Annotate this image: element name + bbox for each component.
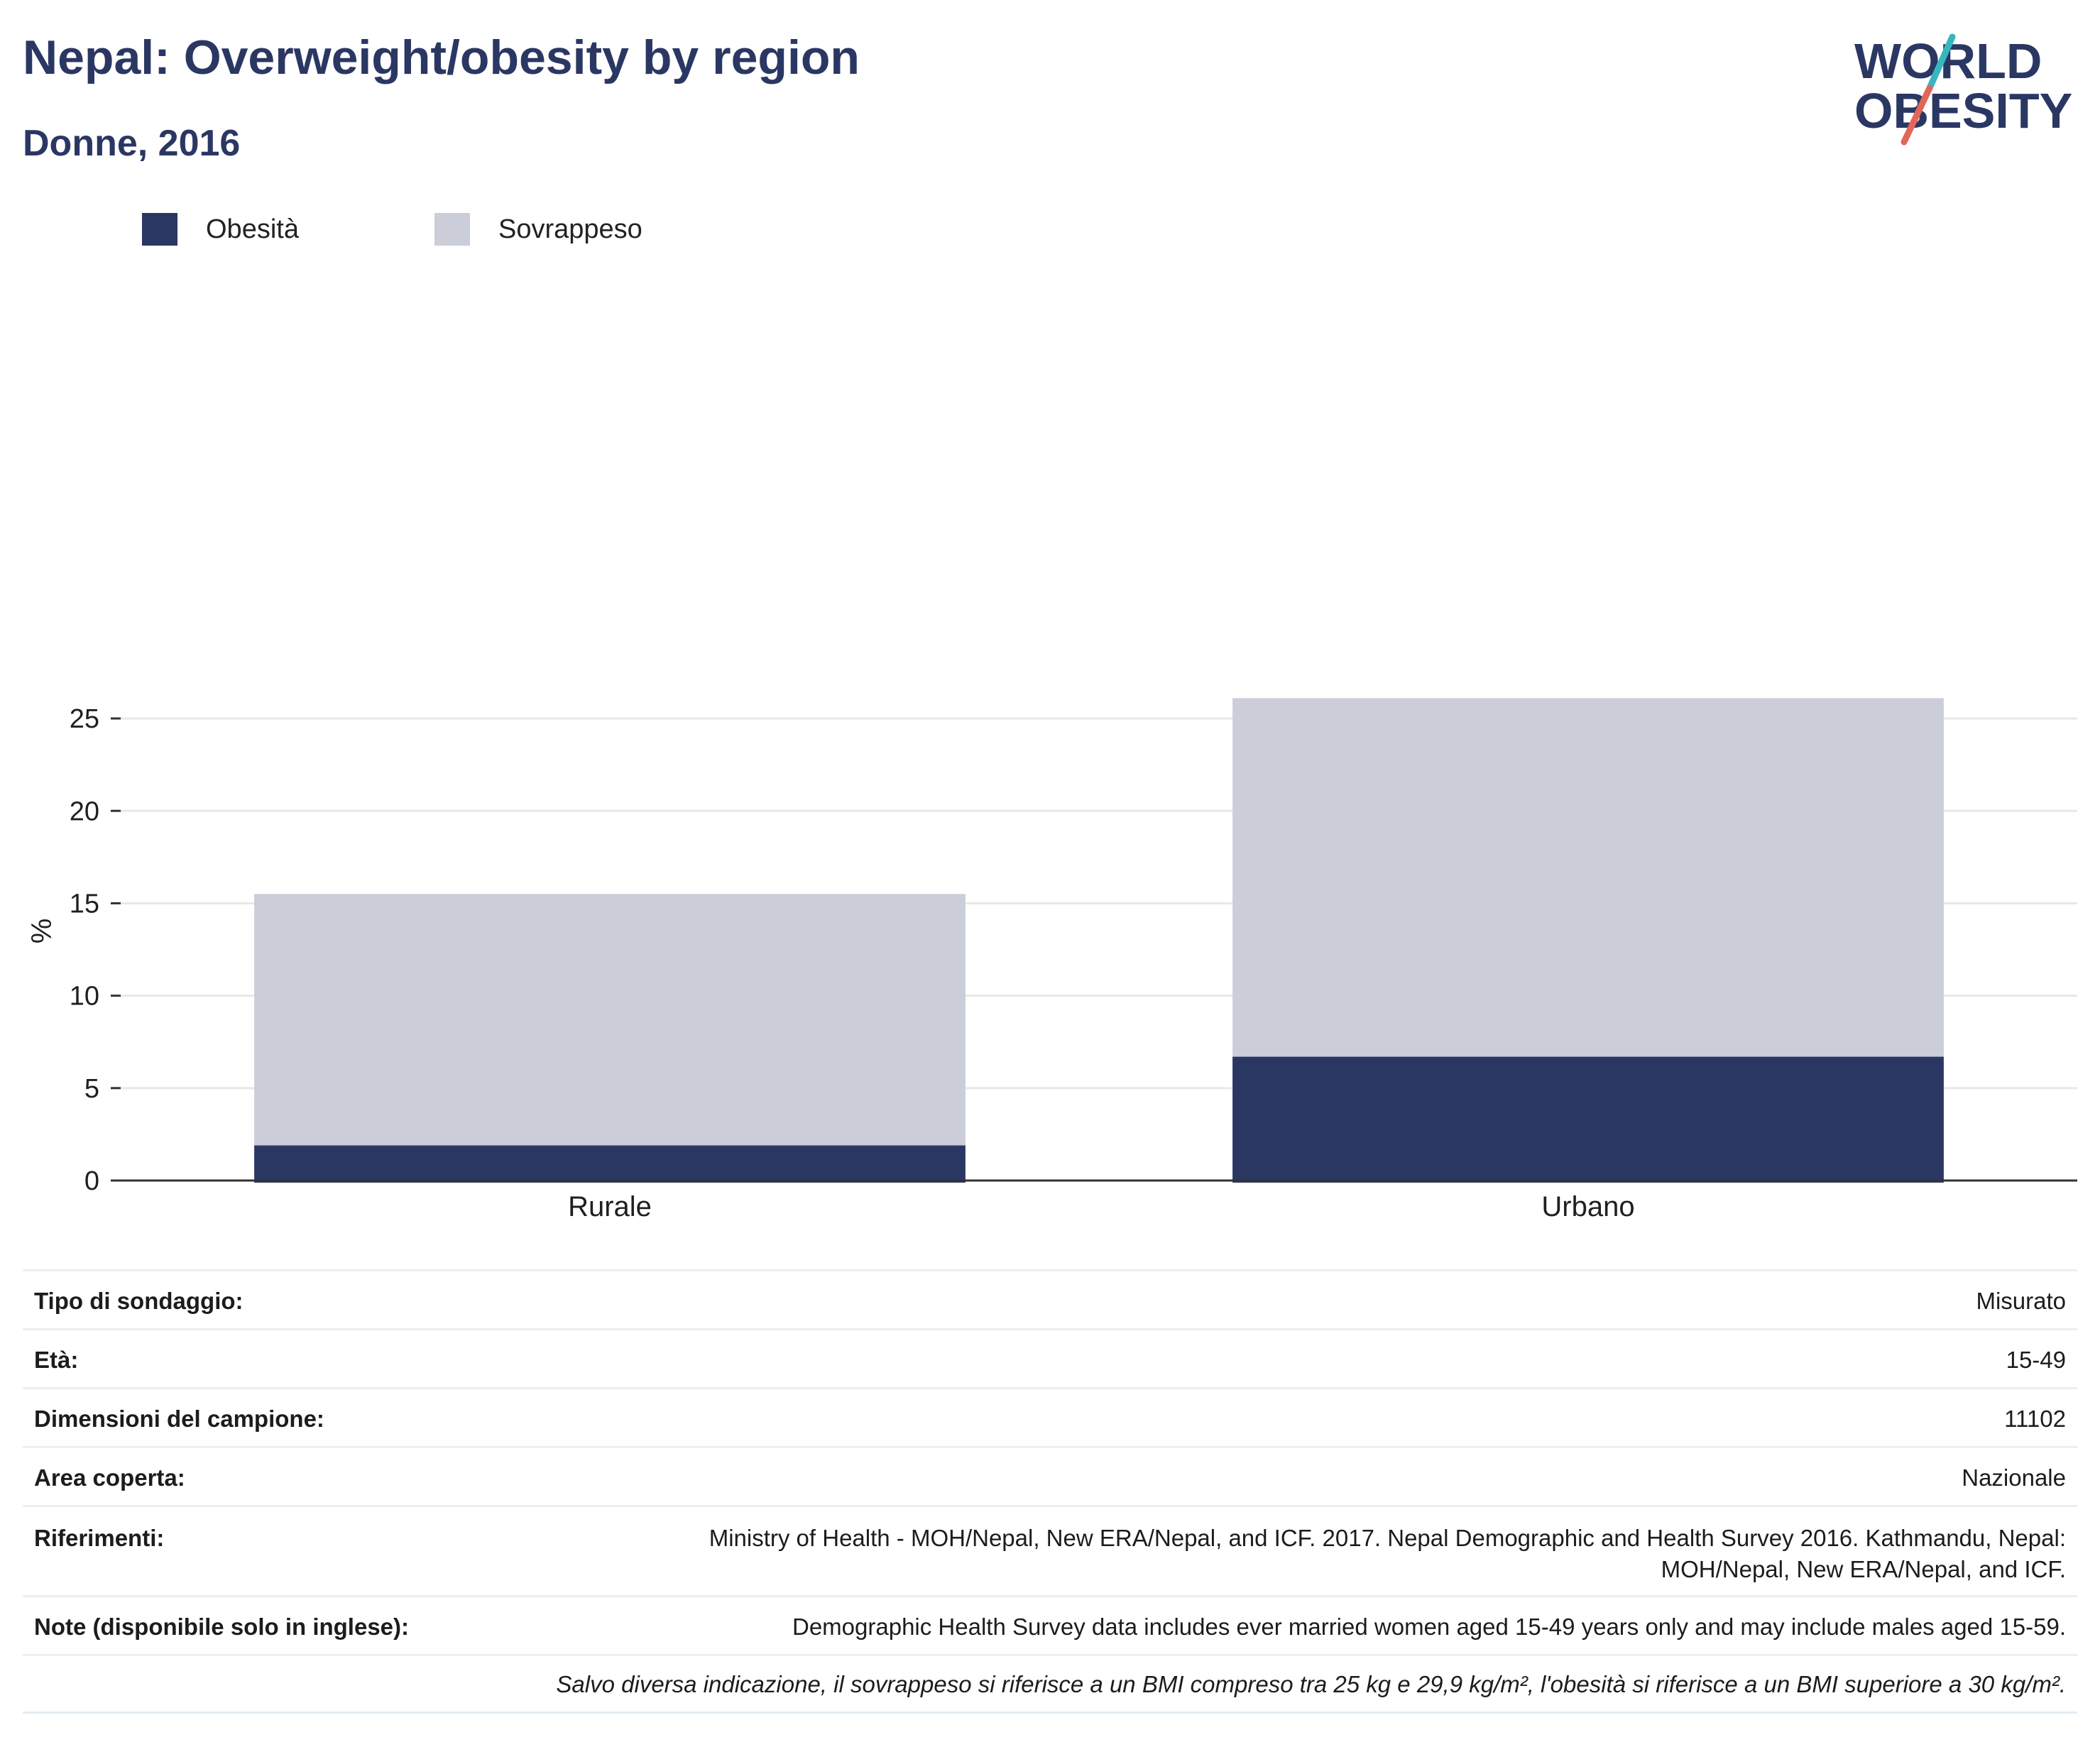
meta-area-value: Nazionale	[1962, 1464, 2066, 1491]
bar-obesity-urbano	[1232, 1056, 1944, 1183]
x-tick-label: Urbano	[1541, 1191, 1634, 1222]
legend-label-obesity: Obesità	[206, 214, 299, 244]
y-tick-label: 0	[84, 1166, 99, 1196]
meta-row-sample-size: Dimensioni del campione: 11102	[23, 1387, 2077, 1446]
meta-row-references: Riferimenti: Ministry of Health - MOH/Ne…	[23, 1505, 2077, 1595]
meta-row-age: Età: 15-49	[23, 1328, 2077, 1387]
logo-line-obesity: OBESITY	[1854, 83, 2072, 138]
y-tick-label: 25	[70, 704, 99, 734]
y-tick-label: 20	[70, 796, 99, 826]
meta-age-value: 15-49	[2006, 1347, 2066, 1373]
y-tick-label: 15	[70, 889, 99, 919]
chart-title: Nepal: Overweight/obesity by region	[23, 31, 860, 84]
meta-notes-value: Demographic Health Survey data includes …	[792, 1614, 2066, 1640]
meta-area-label: Area coperta:	[34, 1464, 185, 1491]
legend-label-overweight: Sovrappeso	[498, 214, 642, 244]
meta-row-area: Area coperta: Nazionale	[23, 1446, 2077, 1505]
meta-refs-label: Riferimenti:	[34, 1525, 165, 1551]
meta-notes-label: Note (disponibile solo in inglese):	[34, 1614, 410, 1640]
bar-obesity-rurale	[254, 1145, 966, 1183]
y-tick-label: 5	[84, 1074, 99, 1104]
y-axis-label: %	[26, 919, 58, 944]
y-tick-label: 10	[70, 982, 99, 1012]
x-tick-label: Rurale	[568, 1191, 652, 1222]
chart-subtitle: Donne, 2016	[23, 123, 241, 164]
meta-row-footnote: Salvo diversa indicazione, il sovrappeso…	[23, 1654, 2077, 1714]
meta-survey-type-value: Misurato	[1976, 1288, 2066, 1314]
meta-row-survey-type: Tipo di sondaggio: Misurato	[23, 1269, 2077, 1328]
logo-slash-teal	[1926, 33, 1956, 92]
bar-chart: 0 5 10 15 20 25% Rurale Urbano	[26, 698, 2077, 1222]
meta-survey-type-label: Tipo di sondaggio:	[34, 1288, 244, 1314]
meta-refs-value: Ministry of Health - MOH/Nepal, New ERA/…	[709, 1525, 2066, 1582]
meta-sample-label: Dimensioni del campione:	[34, 1406, 324, 1432]
bar-overweight-urbano	[1232, 698, 1944, 1057]
world-obesity-logo: WORLD OBESITY	[1854, 33, 2072, 146]
legend-swatch-overweight	[434, 213, 470, 246]
meta-age-label: Età:	[34, 1347, 79, 1373]
meta-sample-value: 11102	[2004, 1406, 2066, 1432]
meta-row-notes: Note (disponibile solo in inglese): Demo…	[23, 1595, 2077, 1654]
bar-overweight-rurale	[254, 894, 966, 1146]
meta-footnote: Salvo diversa indicazione, il sovrappeso…	[556, 1671, 2066, 1697]
legend-swatch-obesity	[142, 213, 177, 246]
logo-slash-red	[1901, 84, 1933, 146]
survey-metadata-table: Tipo di sondaggio: Misurato Età: 15-49 D…	[23, 1269, 2077, 1714]
